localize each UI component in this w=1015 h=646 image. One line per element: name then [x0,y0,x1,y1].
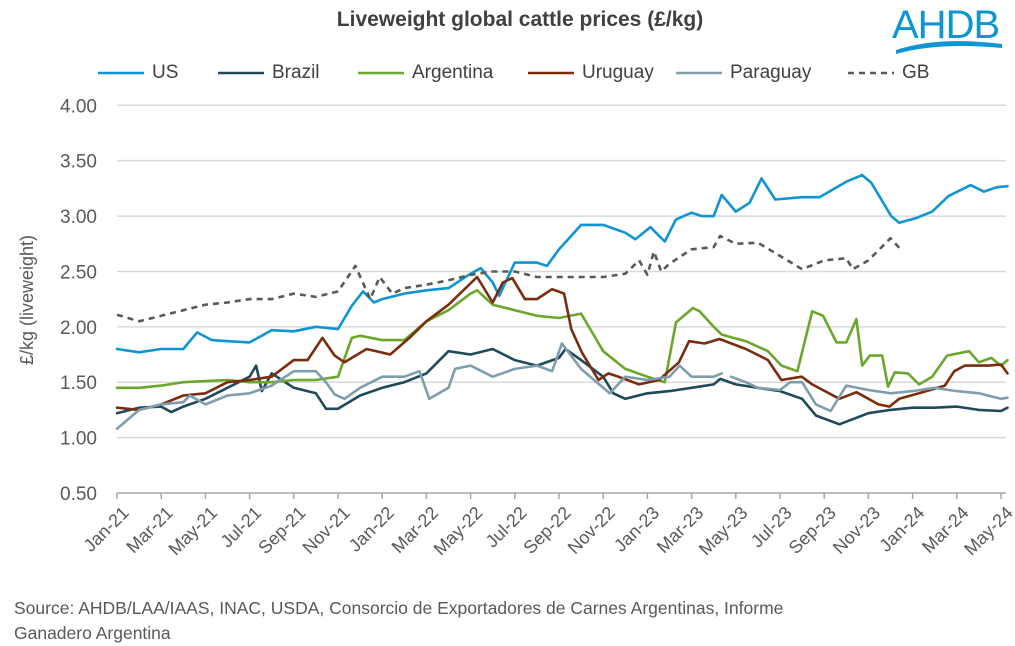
legend-swatch [848,71,894,75]
x-tick-label: Jan-22 [345,503,398,556]
x-tick-label: Nov-21 [299,503,354,558]
y-tick-label: 2.50 [60,262,97,283]
x-tick-label: Sep-23 [785,503,840,558]
legend-swatch [218,71,264,75]
x-tick-label: Sep-21 [254,503,309,558]
x-tick-label: Nov-22 [564,503,619,558]
x-tick-label: May-24 [960,503,1015,560]
series-line-argentina [115,289,1009,390]
legend-item-argentina: Argentina [356,62,526,84]
legend-item-brazil: Brazil [216,62,356,84]
x-tick-label: Nov-23 [829,503,884,558]
y-tick-label: 2.00 [60,318,97,339]
source-note: Source: AHDB/LAA/IAAS, INAC, USDA, Conso… [14,598,784,643]
series-line-uruguay [115,275,1009,412]
series-line-paraguay [115,342,1009,431]
ahdb-logo: AHDB [892,3,1002,54]
legend-label: Uruguay [582,62,654,83]
legend-label: Argentina [412,62,494,83]
y-tick-label: 4.00 [60,96,97,117]
x-tick-label: May-23 [695,503,752,560]
legend-item-us: US [96,62,216,84]
series-line-gb [116,234,902,323]
legend-label: GB [902,62,930,83]
y-tick-label: 3.50 [60,152,97,173]
legend-label: Paraguay [730,62,812,83]
y-axis-label: £/kg (liveweight) [17,235,37,365]
y-tick-label: 1.00 [60,429,97,450]
legend-item-uruguay: Uruguay [526,62,674,84]
legend-label: Brazil [272,62,320,83]
series-line-us [115,173,1009,354]
chart-title: Liveweight global cattle prices (£/kg) [336,8,704,31]
legend-swatch [98,71,144,75]
x-tick-label: May-21 [165,503,222,560]
x-tick-label: Jan-21 [80,503,133,556]
legend-swatch [358,71,404,75]
x-tick-label: Sep-22 [520,503,575,558]
legend-swatch [676,71,722,75]
y-tick-label: 3.00 [60,207,97,228]
series-line-brazil [115,347,1009,426]
line-chart: 0.50 1.00 1.50 2.00 2.50 3.00 3.50 4.00 Jan-21 Ma… [17,96,1015,560]
legend-item-gb: GB [846,62,936,84]
svg-text:AHDB: AHDB [892,3,999,47]
x-tick-label: Jan-23 [610,503,663,556]
y-tick-label: 1.50 [60,373,97,394]
x-tick-label: May-22 [430,503,487,560]
x-tick-label: Jan-24 [875,503,928,556]
legend-item-paraguay: Paraguay [674,62,846,84]
legend-label: US [152,62,179,83]
legend: US Brazil Argentina Uruguay Paraguay GB [96,62,936,84]
y-tick-label: 0.50 [60,484,97,505]
legend-swatch [528,71,574,75]
